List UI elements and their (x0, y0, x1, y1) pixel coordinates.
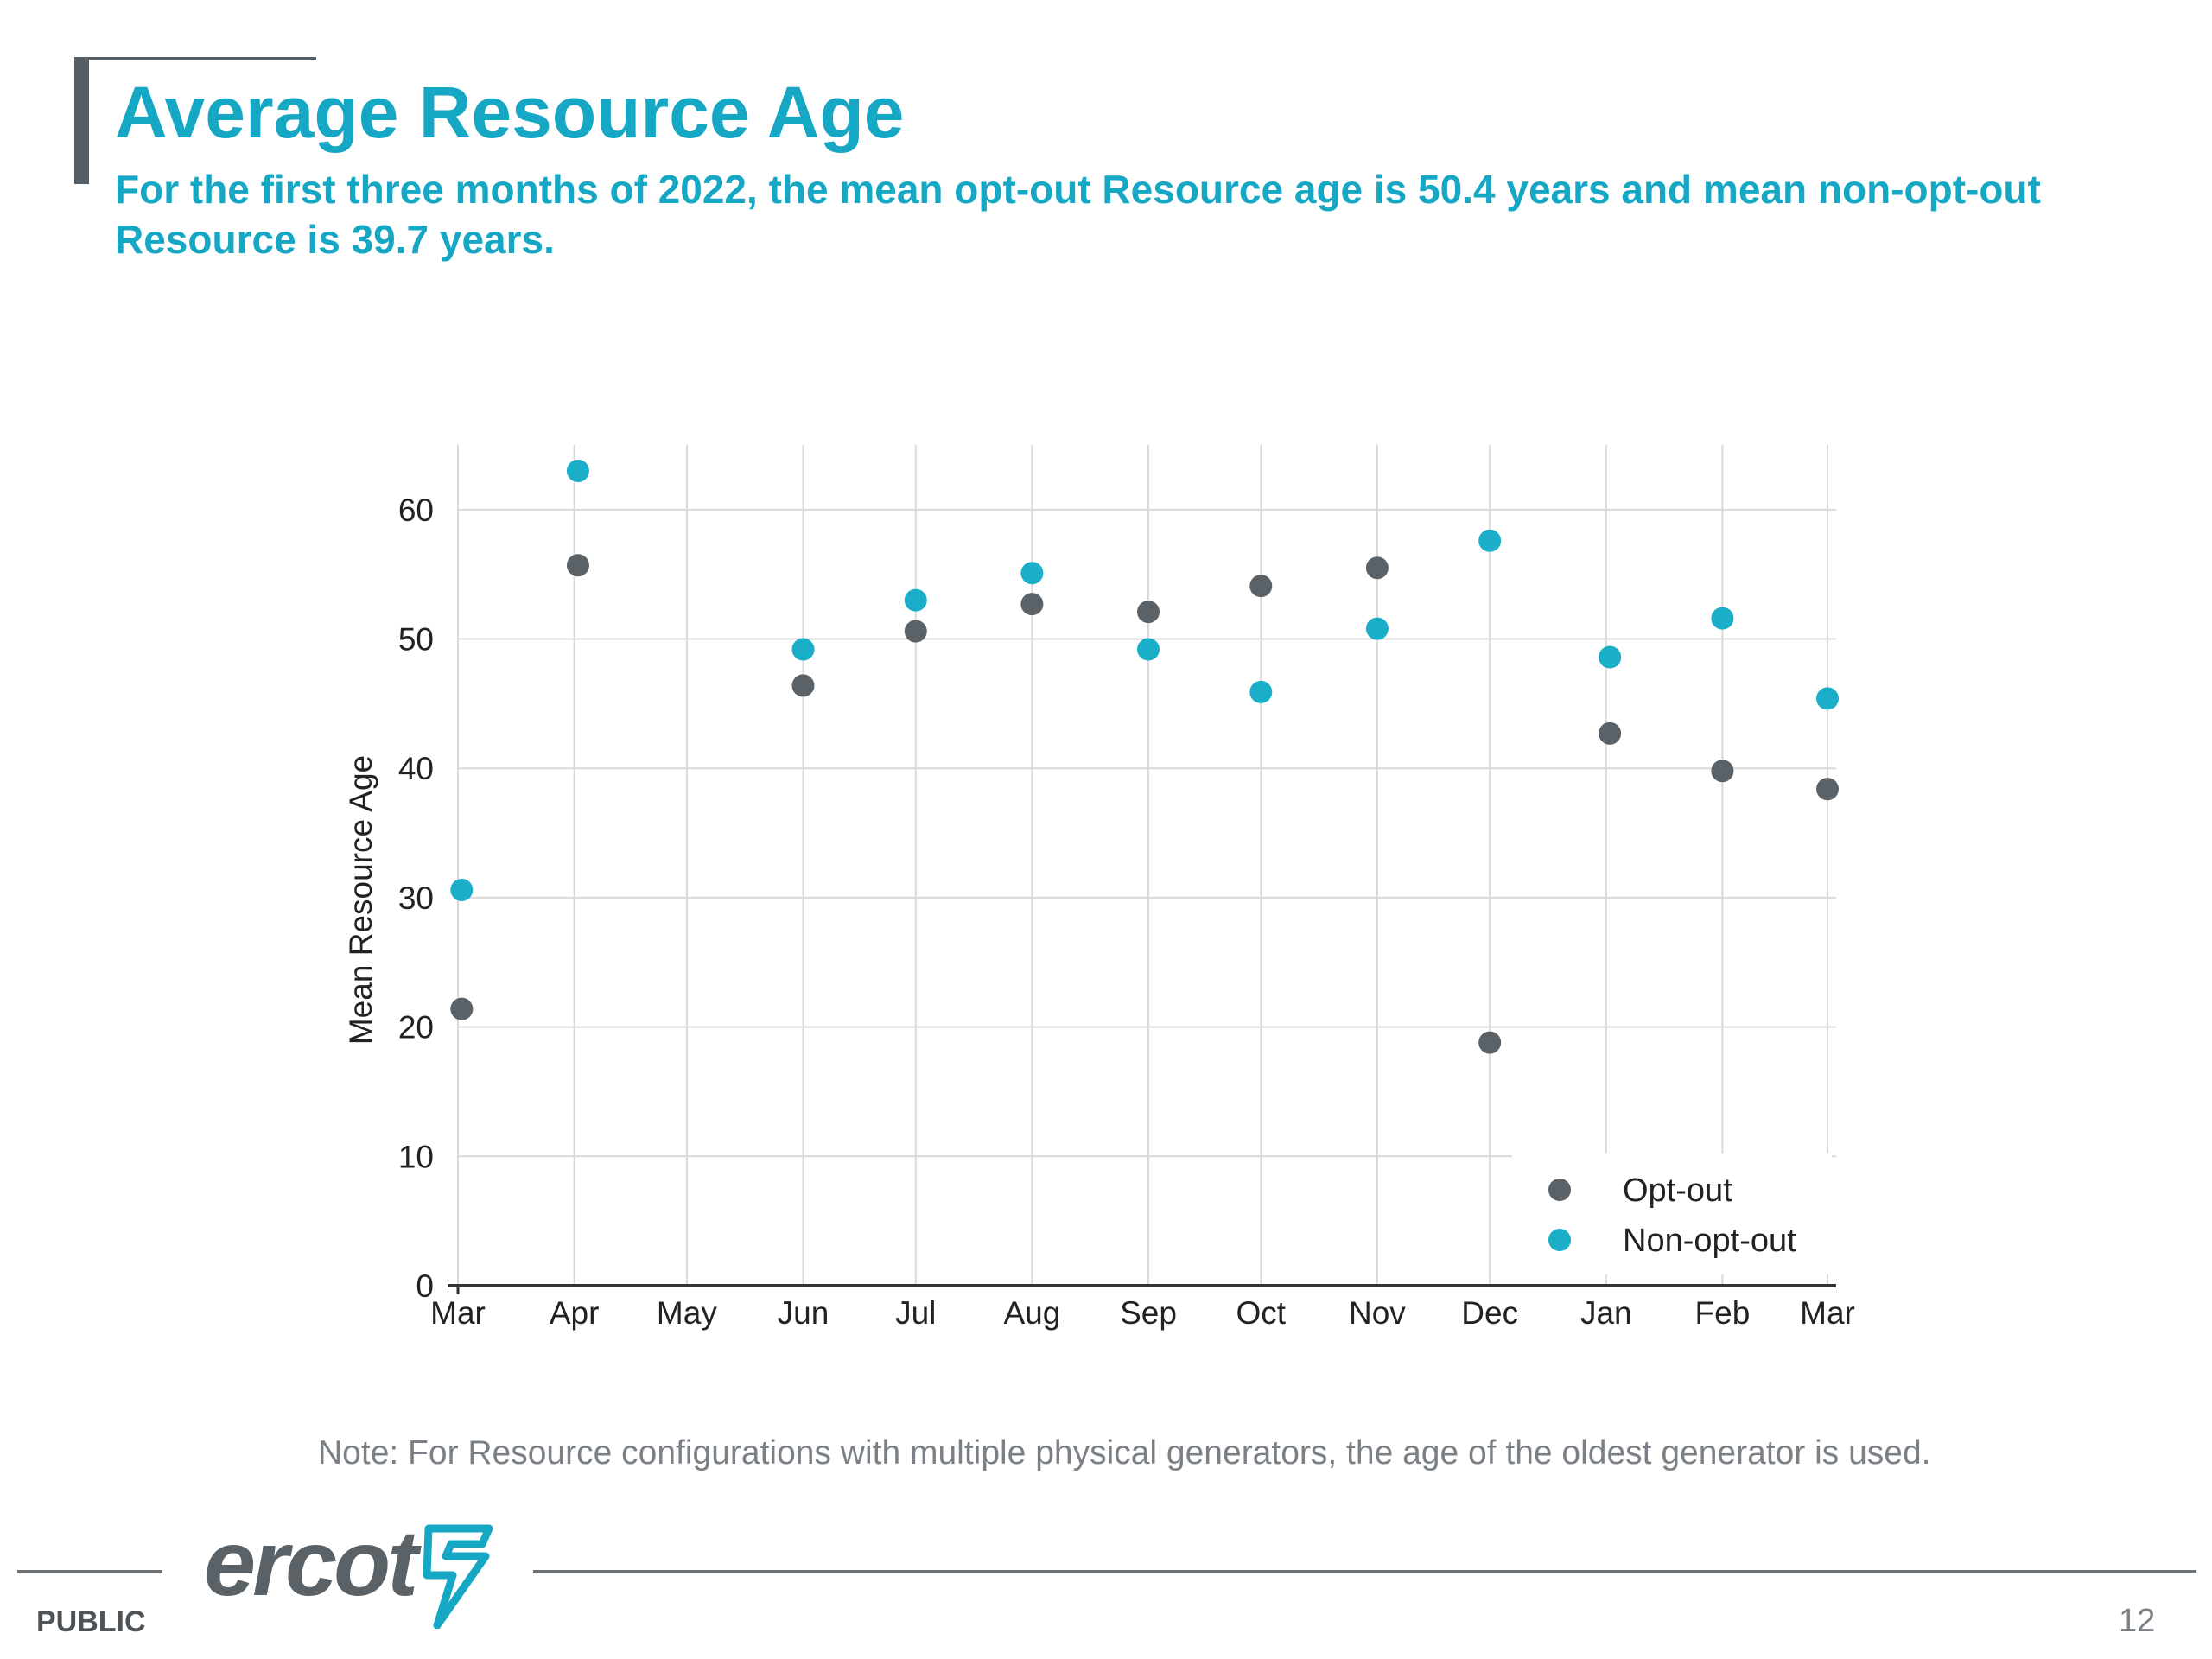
non-opt-out-point (791, 638, 815, 661)
chart-points (450, 459, 1839, 1054)
non-opt-out-point (1711, 607, 1734, 630)
x-tick-label: Sep (1120, 1295, 1177, 1331)
legend-label: Non-opt-out (1623, 1223, 1796, 1259)
non-opt-out-point (1478, 529, 1502, 552)
footer-divider-right (533, 1570, 2196, 1573)
non-opt-out-point (1365, 617, 1389, 640)
y-tick-label: 50 (398, 622, 434, 658)
opt-out-point (904, 620, 927, 643)
opt-out-point (450, 997, 474, 1020)
x-tick-label: Jul (895, 1295, 936, 1331)
opt-out-point (1020, 593, 1044, 616)
y-axis-label: Mean Resource Age (343, 755, 378, 1045)
y-tick-label: 0 (416, 1268, 434, 1304)
non-opt-out-point (1249, 680, 1273, 703)
opt-out-point (1137, 601, 1160, 624)
opt-out-point (791, 674, 815, 697)
slide-subtitle: For the first three months of 2022, the … (115, 167, 2041, 262)
chart-grid (457, 445, 1836, 1286)
x-tick-label: Mar (1800, 1295, 1855, 1331)
legend-box (1512, 1154, 1832, 1274)
logo-wordmark: ercot (204, 1510, 418, 1615)
non-opt-out-point (1816, 687, 1839, 710)
non-opt-out-point (566, 459, 589, 482)
x-tick-label: Dec (1461, 1295, 1518, 1331)
x-tick-label: Jan (1580, 1295, 1632, 1331)
x-tick-label: May (657, 1295, 717, 1331)
opt-out-point (1711, 760, 1734, 783)
y-tick-label: 40 (398, 751, 434, 786)
chart-legend: Opt-out Non-opt-out (1512, 1154, 1832, 1274)
opt-out-point (1478, 1031, 1502, 1054)
opt-out-point (566, 554, 589, 577)
non-opt-out-point (904, 588, 927, 612)
opt-out-point (1249, 575, 1273, 598)
opt-out-point (1599, 721, 1622, 745)
x-tick-label: Nov (1349, 1295, 1406, 1331)
x-tick-label: Oct (1236, 1295, 1287, 1331)
ercot-logo: ercot (204, 1516, 506, 1629)
page-number: 12 (2119, 1603, 2156, 1639)
opt-out-point (1816, 778, 1839, 801)
x-tick-label: Aug (1003, 1295, 1060, 1331)
x-tick-label: Jun (778, 1295, 830, 1331)
legend-marker (1548, 1179, 1571, 1201)
non-opt-out-point (450, 878, 474, 901)
title-accent-bar (74, 58, 89, 184)
y-tick-label: 20 (398, 1010, 434, 1046)
x-tick-label: Apr (550, 1295, 600, 1331)
footnote: Note: For Resource configurations with m… (318, 1434, 1931, 1471)
legend-marker (1548, 1229, 1571, 1251)
chart-axes: 0 10 20 30 40 50 60 Mar Apr May Jun Jul Aug Sep Oct Nov… (398, 493, 1855, 1331)
x-tick-label: Feb (1695, 1295, 1751, 1331)
scatter-chart: 0 10 20 30 40 50 60 Mar Apr May Jun Jul Aug Sep Oct Nov… (343, 445, 1855, 1331)
non-opt-out-point (1599, 645, 1622, 669)
non-opt-out-point (1137, 638, 1160, 661)
footer-divider-left (17, 1570, 162, 1573)
lightning-bolt-icon (423, 1524, 493, 1629)
y-tick-label: 30 (398, 880, 434, 916)
slide-title: Average Resource Age (115, 72, 905, 153)
opt-out-point (1365, 556, 1389, 580)
y-tick-label: 60 (398, 493, 434, 528)
title-accent-line (74, 57, 316, 60)
x-tick-label: Mar (430, 1295, 486, 1331)
y-tick-label: 10 (398, 1139, 434, 1174)
classification-label: PUBLIC (36, 1605, 146, 1638)
legend-label: Opt-out (1623, 1173, 1732, 1209)
non-opt-out-point (1020, 562, 1044, 585)
